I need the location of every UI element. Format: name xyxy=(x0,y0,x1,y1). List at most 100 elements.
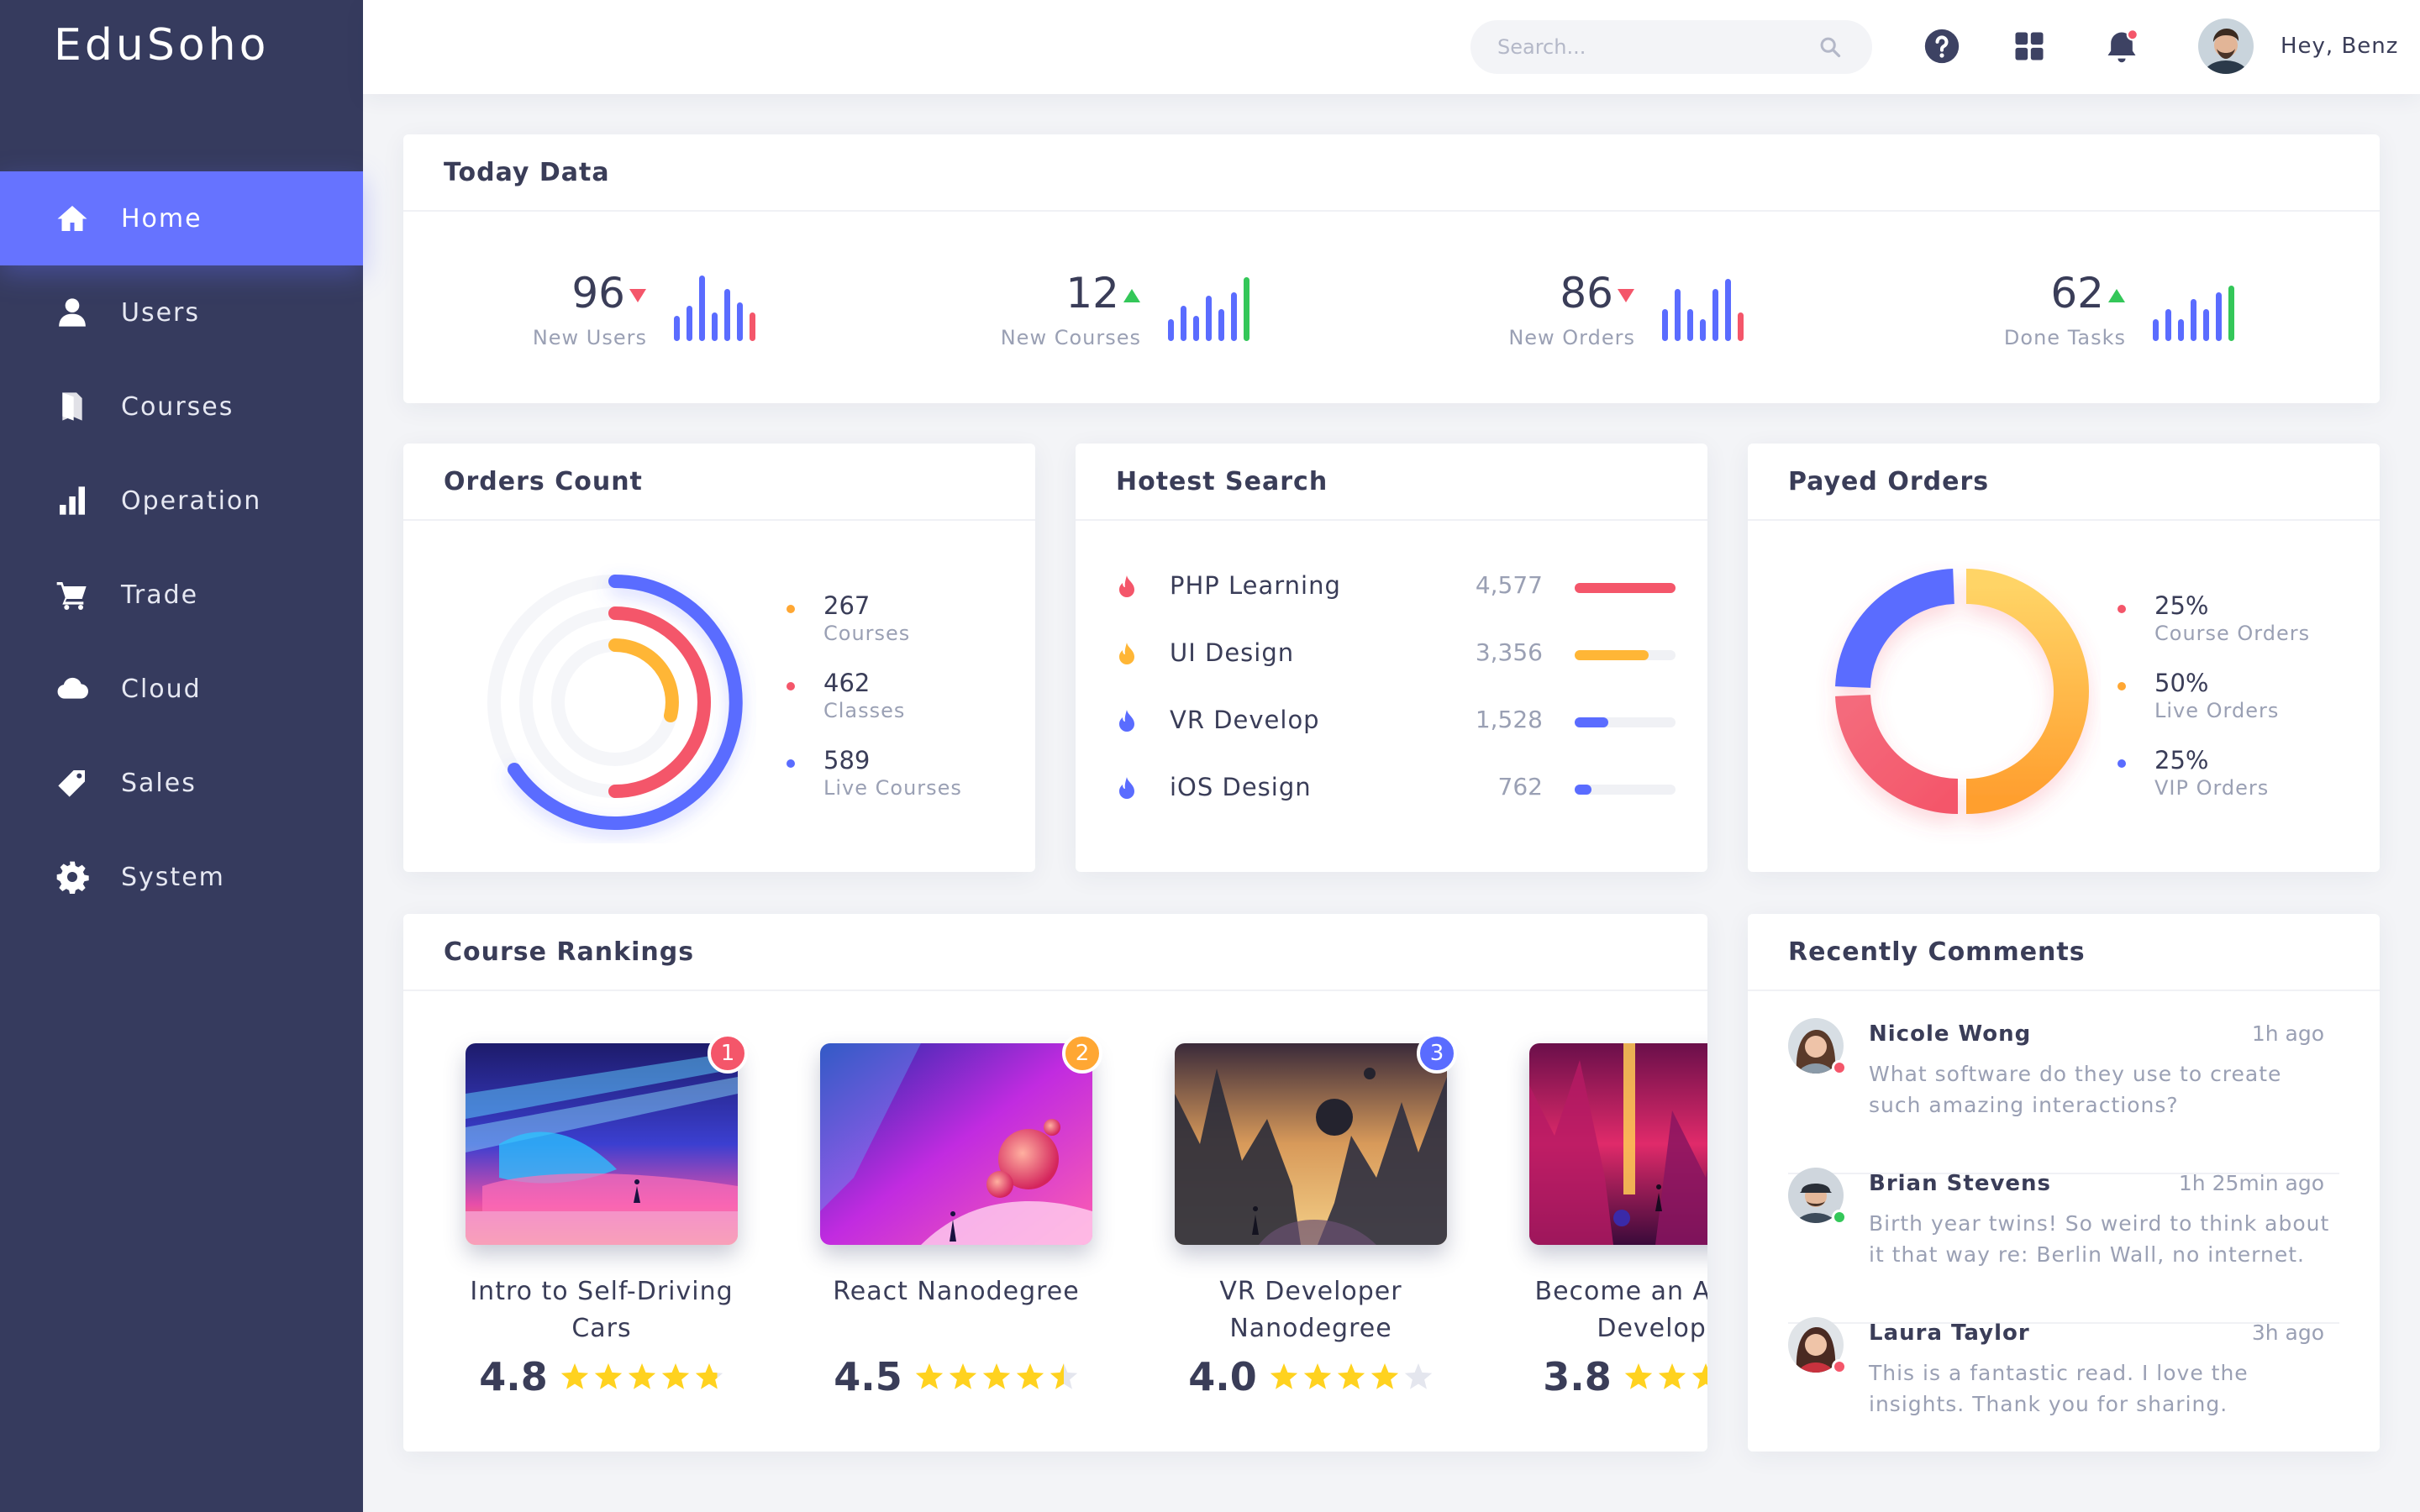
flame-icon xyxy=(1119,777,1134,799)
sidebar-item-sales[interactable]: Sales xyxy=(0,736,363,830)
rank-badge: 1 xyxy=(708,1033,748,1074)
payed-orders-card: Payed Orders 25% Course Orders 50% Live … xyxy=(1748,444,2380,872)
legend-label: Classes xyxy=(823,699,906,722)
orders-count-card: Orders Count 267 Courses 462 Classes 589… xyxy=(403,444,1035,872)
rating-value: 4.5 xyxy=(834,1354,902,1399)
sidebar-item-operation[interactable]: Operation xyxy=(0,454,363,548)
star-rating-icon xyxy=(1270,1363,1432,1389)
comment-author[interactable]: Laura Taylor xyxy=(1869,1320,2030,1346)
bell-icon[interactable] xyxy=(2102,27,2141,66)
star-icon xyxy=(1624,1363,1652,1389)
user-greeting[interactable]: Hey, Benz xyxy=(2281,34,2399,59)
flame-icon xyxy=(1119,575,1134,597)
stat-label: New Orders xyxy=(1508,326,1635,349)
course-rating: 3.8 xyxy=(1529,1354,1707,1399)
cart-icon xyxy=(55,578,89,612)
sidebar-item-label: Users xyxy=(121,297,201,328)
sidebar-item-courses[interactable]: Courses xyxy=(0,360,363,454)
comment-author[interactable]: Brian Stevens xyxy=(1869,1171,2052,1196)
star-icon xyxy=(628,1363,655,1389)
user-icon xyxy=(55,296,89,329)
apps-grid-icon[interactable] xyxy=(2010,27,2049,66)
gear-icon xyxy=(55,860,89,894)
progress-fill xyxy=(1575,717,1608,727)
search-row-ui[interactable]: UI Design 3,356 xyxy=(1116,638,1676,672)
course-title[interactable]: VR Developer Nanodegree xyxy=(1219,1277,1402,1343)
slice-vip-orders xyxy=(1835,569,1955,689)
trend-down-icon xyxy=(629,289,646,302)
course-thumbnail[interactable] xyxy=(1175,1043,1447,1245)
divider xyxy=(1788,1322,2339,1324)
sidebar-item-trade[interactable]: Trade xyxy=(0,548,363,642)
comment-item[interactable]: Laura Taylor 3h ago This is a fantastic … xyxy=(1788,1317,2324,1452)
legend-dot xyxy=(786,759,795,768)
avatar[interactable] xyxy=(1788,1317,1844,1373)
comment-item[interactable]: Brian Stevens 1h 25min ago Birth year tw… xyxy=(1788,1168,2328,1317)
course-title[interactable]: React Nanodegree xyxy=(833,1277,1080,1306)
star-icon xyxy=(982,1363,1010,1389)
progress-fill xyxy=(1575,650,1649,660)
rating-value: 4.0 xyxy=(1188,1354,1257,1399)
sidebar-item-label: Sales xyxy=(121,768,197,798)
progress-track xyxy=(1575,717,1676,727)
help-icon[interactable] xyxy=(1923,27,1961,66)
hottest-search-card: Hotest Search PHP Learning 4,577 UI Desi… xyxy=(1076,444,1707,872)
slice-course-orders xyxy=(1835,694,1959,815)
stat-value: 62 xyxy=(2050,269,2104,318)
comment-author[interactable]: Nicole Wong xyxy=(1869,1021,2032,1047)
course-thumbnail[interactable] xyxy=(466,1043,738,1245)
legend-value: 50% xyxy=(2154,669,2209,697)
trend-down-icon xyxy=(1618,289,1634,302)
legend-value: 25% xyxy=(2154,591,2209,620)
legend-label: Courses xyxy=(823,622,911,645)
course-title[interactable]: Become an Android Developer xyxy=(1534,1277,1707,1343)
star-icon xyxy=(661,1363,689,1389)
search-count: 1,528 xyxy=(1475,706,1543,733)
ring-classes xyxy=(608,606,711,798)
search-row-php[interactable]: PHP Learning 4,577 xyxy=(1116,571,1676,605)
stat-value: 12 xyxy=(1065,269,1119,318)
today-data-card: Today Data 96 New Users 12 New Courses 8… xyxy=(403,134,2380,403)
sidebar-item-label: Operation xyxy=(121,486,262,516)
divider xyxy=(1076,519,1707,521)
divider xyxy=(1748,990,2380,991)
brand-logo[interactable]: EduSoho xyxy=(54,20,270,71)
search-row-ios[interactable]: iOS Design 762 xyxy=(1116,773,1676,806)
sidebar-item-system[interactable]: System xyxy=(0,830,363,924)
stat-label: Done Tasks xyxy=(2003,326,2126,349)
avatar[interactable] xyxy=(2198,18,2254,74)
cloud-icon xyxy=(55,672,89,706)
star-icon xyxy=(1337,1363,1365,1389)
sidebar-item-label: Courses xyxy=(121,391,234,422)
course-thumbnail[interactable] xyxy=(1529,1043,1707,1245)
sidebar-item-cloud[interactable]: Cloud xyxy=(0,642,363,736)
progress-track xyxy=(1575,785,1676,795)
legend-dot xyxy=(786,682,795,690)
progress-fill xyxy=(1575,583,1676,593)
rank-badge: 2 xyxy=(1062,1033,1102,1074)
sidebar-item-users[interactable]: Users xyxy=(0,265,363,360)
divider xyxy=(403,990,1707,991)
course-thumbnail[interactable] xyxy=(820,1043,1092,1245)
search-row-vr[interactable]: VR Develop 1,528 xyxy=(1116,706,1676,739)
bar-chart-icon xyxy=(55,484,89,517)
rating-value: 4.8 xyxy=(479,1354,548,1399)
search-term: iOS Design xyxy=(1170,773,1312,801)
course-rating: 4.8 xyxy=(466,1354,738,1399)
sidebar-item-home[interactable]: Home xyxy=(0,171,363,265)
avatar[interactable] xyxy=(1788,1168,1844,1223)
comment-time: 1h ago xyxy=(2251,1021,2324,1046)
stat-done-tasks: 62 Done Tasks xyxy=(1976,269,2245,353)
legend-value: 267 xyxy=(823,591,871,620)
search-icon[interactable] xyxy=(1818,35,1842,59)
legend-dot xyxy=(2118,605,2126,613)
comment-item[interactable]: Nicole Wong 1h ago What software do they… xyxy=(1788,1018,2324,1168)
search-count: 762 xyxy=(1497,773,1543,801)
mini-bar-chart xyxy=(2153,286,2234,341)
legend-label: VIP Orders xyxy=(2154,776,2270,800)
course-title[interactable]: Intro to Self-Driving Cars xyxy=(470,1277,734,1343)
search-input[interactable] xyxy=(1470,20,1872,74)
star-icon xyxy=(1016,1363,1044,1389)
top-bar: Hey, Benz xyxy=(363,0,2420,94)
star-icon xyxy=(1050,1363,1077,1389)
